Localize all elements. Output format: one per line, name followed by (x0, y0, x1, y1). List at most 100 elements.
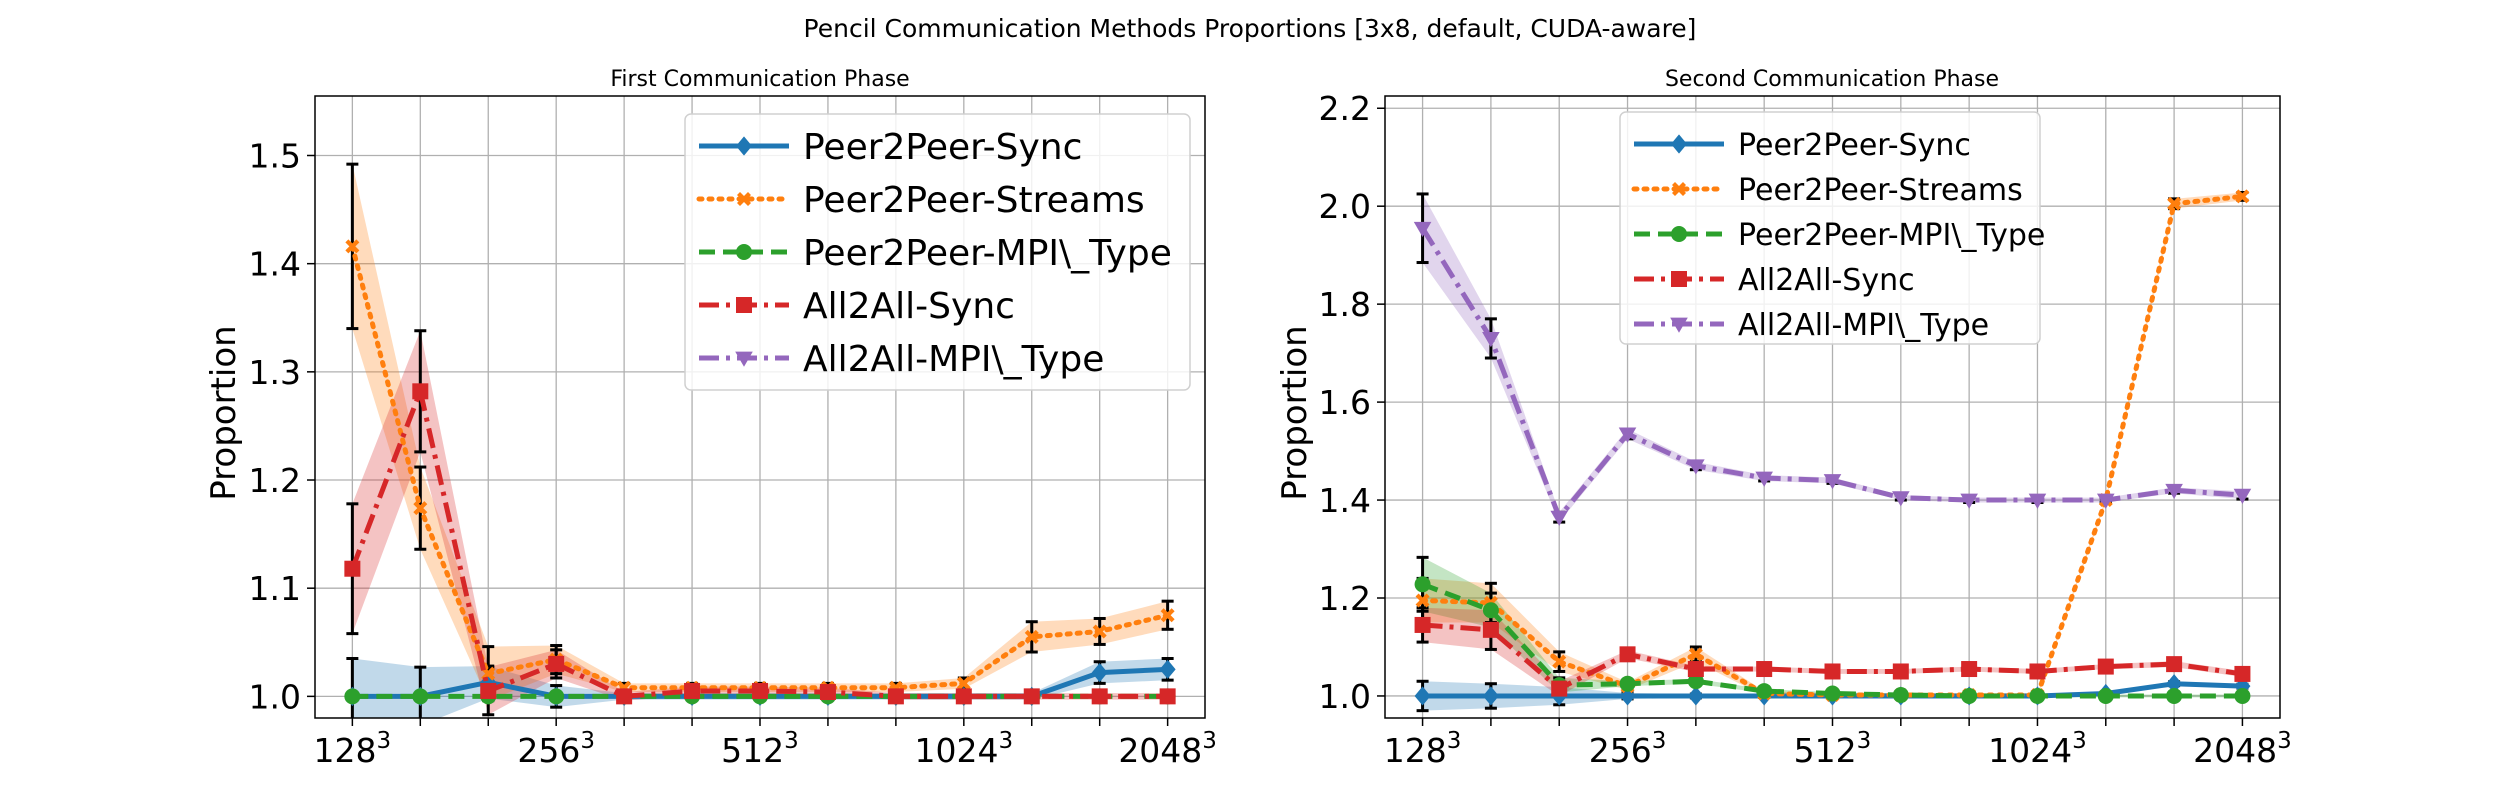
x-tick-label: 5123 (721, 728, 799, 770)
data-point (684, 682, 701, 699)
data-point (480, 682, 497, 699)
data-point (1687, 661, 1704, 678)
legend-label: Peer2Peer-Streams (803, 180, 1145, 221)
y-tick-label: 2.2 (1319, 89, 1371, 128)
data-point (2096, 493, 2115, 509)
data-point (616, 688, 633, 705)
legend-swatch-marker (736, 136, 752, 156)
data-point (1552, 654, 1567, 669)
legend-label: All2All-Sync (803, 286, 1015, 327)
data-point (1960, 493, 1978, 509)
data-point (1687, 686, 1704, 706)
data-point (2234, 687, 2251, 704)
y-tick-label: 1.6 (1319, 383, 1371, 422)
data-point (1618, 427, 1637, 443)
data-point (1159, 688, 1176, 705)
legend-swatch-marker (736, 244, 752, 260)
y-tick-label: 1.0 (249, 677, 301, 716)
data-point (1823, 474, 1842, 490)
data-point (2097, 687, 2114, 704)
y-tick-label: 1.3 (249, 353, 301, 392)
data-point (1550, 510, 1569, 526)
legend-box (1619, 111, 2041, 345)
data-point (1024, 629, 1039, 644)
legend-swatch-marker (735, 351, 753, 367)
chart-first-phase: First Communication Phase Proportion 1.0… (204, 67, 1217, 770)
x-tick-label: 20483 (2193, 728, 2292, 770)
data-point (1159, 659, 1176, 679)
data-point (955, 688, 972, 705)
data-point (2166, 687, 2183, 704)
data-point (412, 688, 429, 705)
y-tick-label: 1.5 (249, 136, 301, 175)
x-tick-label: 5123 (1794, 728, 1872, 770)
y-tick-label: 1.8 (1319, 285, 1371, 324)
legend-label: All2All-Sync (1738, 263, 1915, 298)
data-point (956, 676, 971, 691)
data-point (1482, 332, 1500, 348)
x-tick-label: 2563 (517, 728, 595, 770)
data-point (1824, 685, 1841, 702)
data-point (1482, 686, 1499, 706)
data-point (1482, 621, 1499, 638)
data-point (345, 239, 360, 254)
data-point (1413, 221, 1432, 238)
data-point (2167, 196, 2182, 211)
legend-swatch-marker (1671, 226, 1687, 242)
data-point (412, 383, 429, 400)
legend-label: Peer2Peer-Sync (1738, 128, 1971, 163)
data-point (1892, 686, 1909, 703)
data-point (2028, 493, 2047, 509)
legend-box (684, 113, 1191, 391)
data-point (413, 501, 428, 516)
data-point (1961, 661, 1978, 678)
data-point (752, 682, 768, 699)
data-point (2097, 658, 2114, 675)
data-point (2165, 483, 2183, 500)
plot-area (1413, 189, 2252, 713)
data-point (2233, 488, 2252, 504)
data-point (1619, 646, 1636, 663)
data-point (1415, 593, 1430, 608)
data-point (2029, 687, 2046, 704)
y-axis-label: Proportion (204, 325, 244, 500)
legend-label: All2All-MPI\_Type (1738, 308, 1989, 343)
data-point (2166, 674, 2183, 694)
chart-title: First Communication Phase (610, 67, 909, 92)
y-tick-label: 1.0 (1319, 677, 1371, 716)
y-tick-label: 2.0 (1319, 187, 1371, 226)
chart-second-phase: Second Communication Phase Proportion 1.… (1275, 67, 2292, 770)
y-tick-label: 1.2 (1319, 579, 1371, 618)
chart-title: Second Communication Phase (1665, 67, 1999, 92)
legend-label: Peer2Peer-Sync (803, 127, 1082, 168)
y-tick-label: 1.1 (249, 569, 301, 608)
data-point (1091, 688, 1108, 705)
data-point (1619, 675, 1636, 692)
legend-label: All2All-MPI\_Type (803, 339, 1104, 380)
x-tick-label: 10243 (915, 728, 1014, 770)
data-point (548, 655, 565, 672)
x-tick-label: 2563 (1589, 728, 1667, 770)
x-tick-label: 1283 (1384, 728, 1462, 770)
data-point (1961, 687, 1978, 704)
data-point (1091, 662, 1108, 683)
plot-area (344, 162, 1176, 718)
x-tick-label: 20483 (1118, 728, 1217, 770)
legend-swatch-marker (1671, 134, 1687, 154)
data-point (1687, 673, 1704, 690)
data-point (1687, 459, 1705, 475)
legend-swatch-marker (736, 297, 752, 313)
legend-swatch-marker (1672, 182, 1686, 196)
data-point (1551, 680, 1568, 697)
data-point (1756, 661, 1773, 678)
data-point (1892, 491, 1910, 507)
data-point (887, 688, 904, 705)
legend-label: Peer2Peer-MPI\_Type (1738, 218, 2045, 253)
data-point (2234, 665, 2251, 682)
data-point (344, 560, 361, 577)
data-point (1756, 683, 1773, 700)
y-tick-label: 1.4 (1319, 481, 1371, 520)
data-point (1160, 608, 1175, 623)
figure-title: Pencil Communication Methods Proportions… (804, 14, 1697, 43)
